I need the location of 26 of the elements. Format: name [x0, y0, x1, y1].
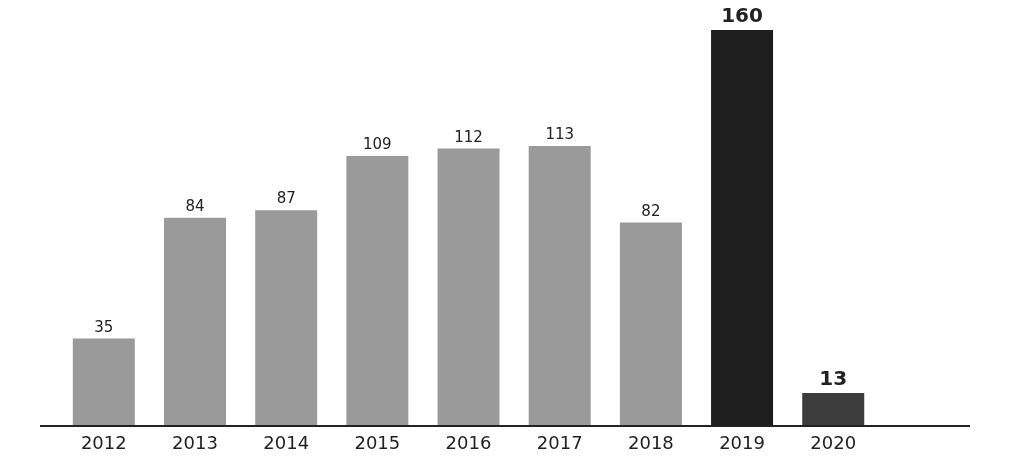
data-label: 87: [276, 189, 296, 208]
bar: [528, 146, 591, 425]
data-label: 112: [454, 127, 483, 146]
data-label: 13: [819, 365, 848, 390]
data-label: 109: [363, 134, 392, 153]
x-tick-label: 2012: [80, 431, 127, 453]
x-tick-label: 2018: [627, 431, 674, 453]
data-label: 84: [185, 196, 205, 215]
x-tick-label: 2020: [810, 431, 857, 453]
x-tick-label: 2015: [354, 431, 401, 453]
bar: [164, 217, 226, 425]
x-tick-label: 2016: [445, 431, 492, 453]
bar: [437, 148, 500, 425]
bar: [619, 222, 682, 425]
x-tick-label: 2019: [719, 431, 765, 453]
bar: [72, 338, 135, 425]
data-label: 113: [545, 125, 575, 144]
bar: [346, 155, 409, 425]
data-label: 160: [721, 3, 763, 27]
bar: [802, 392, 865, 425]
x-tick-label: 2017: [536, 431, 583, 453]
data-label: 82: [641, 201, 661, 220]
data-label: 35: [94, 317, 114, 336]
x-tick-label: 2014: [263, 431, 310, 453]
x-tick-label: 2013: [172, 431, 218, 453]
bar: [255, 210, 318, 425]
